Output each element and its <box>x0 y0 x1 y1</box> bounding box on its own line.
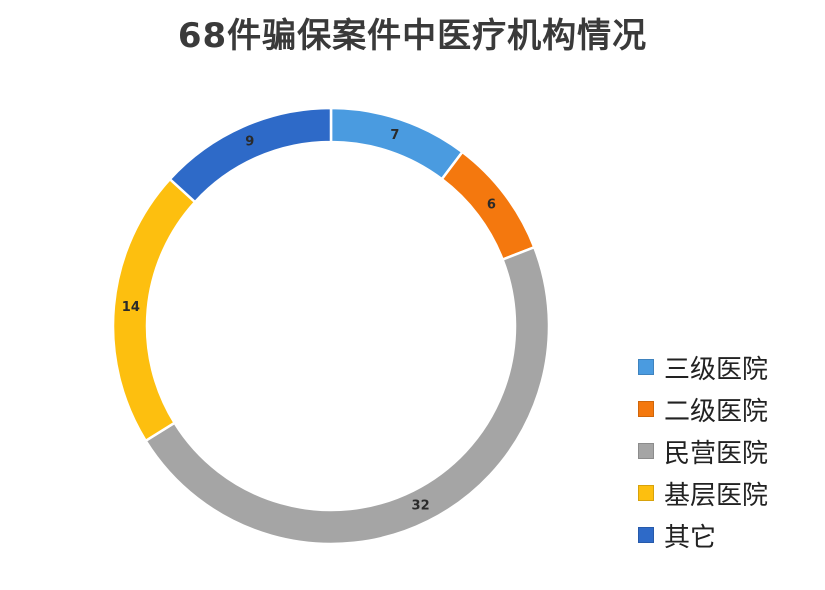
legend-swatch <box>638 359 654 375</box>
legend-item: 其它 <box>638 514 768 556</box>
data-label-2: 6 <box>487 197 496 212</box>
legend-item: 二级医院 <box>638 388 768 430</box>
legend-item: 三级医院 <box>638 346 768 388</box>
legend-swatch <box>638 527 654 543</box>
slice-1 <box>329 106 465 181</box>
donut-slices <box>111 106 551 546</box>
chart-title: 68件骗保案件中医疗机构情况 <box>177 16 648 56</box>
legend: 三级医院二级医院民营医院基层医院其它 <box>638 346 768 556</box>
data-labels: 7 6 32 14 9 <box>122 128 496 514</box>
data-label-3: 32 <box>412 498 430 513</box>
legend-item: 基层医院 <box>638 472 768 514</box>
legend-swatch <box>638 401 654 417</box>
legend-item: 民营医院 <box>638 430 768 472</box>
legend-label: 三级医院 <box>664 354 769 385</box>
slice-5 <box>168 106 333 204</box>
data-label-5: 9 <box>245 135 254 150</box>
legend-label: 二级医院 <box>664 396 769 427</box>
data-label-4: 14 <box>122 300 140 315</box>
legend-swatch <box>638 443 654 459</box>
legend-label: 基层医院 <box>664 480 769 511</box>
legend-swatch <box>638 485 654 501</box>
legend-label: 其它 <box>664 522 717 553</box>
legend-label: 民营医院 <box>664 438 769 469</box>
data-label-1: 7 <box>390 128 399 143</box>
slice-3 <box>143 245 551 546</box>
